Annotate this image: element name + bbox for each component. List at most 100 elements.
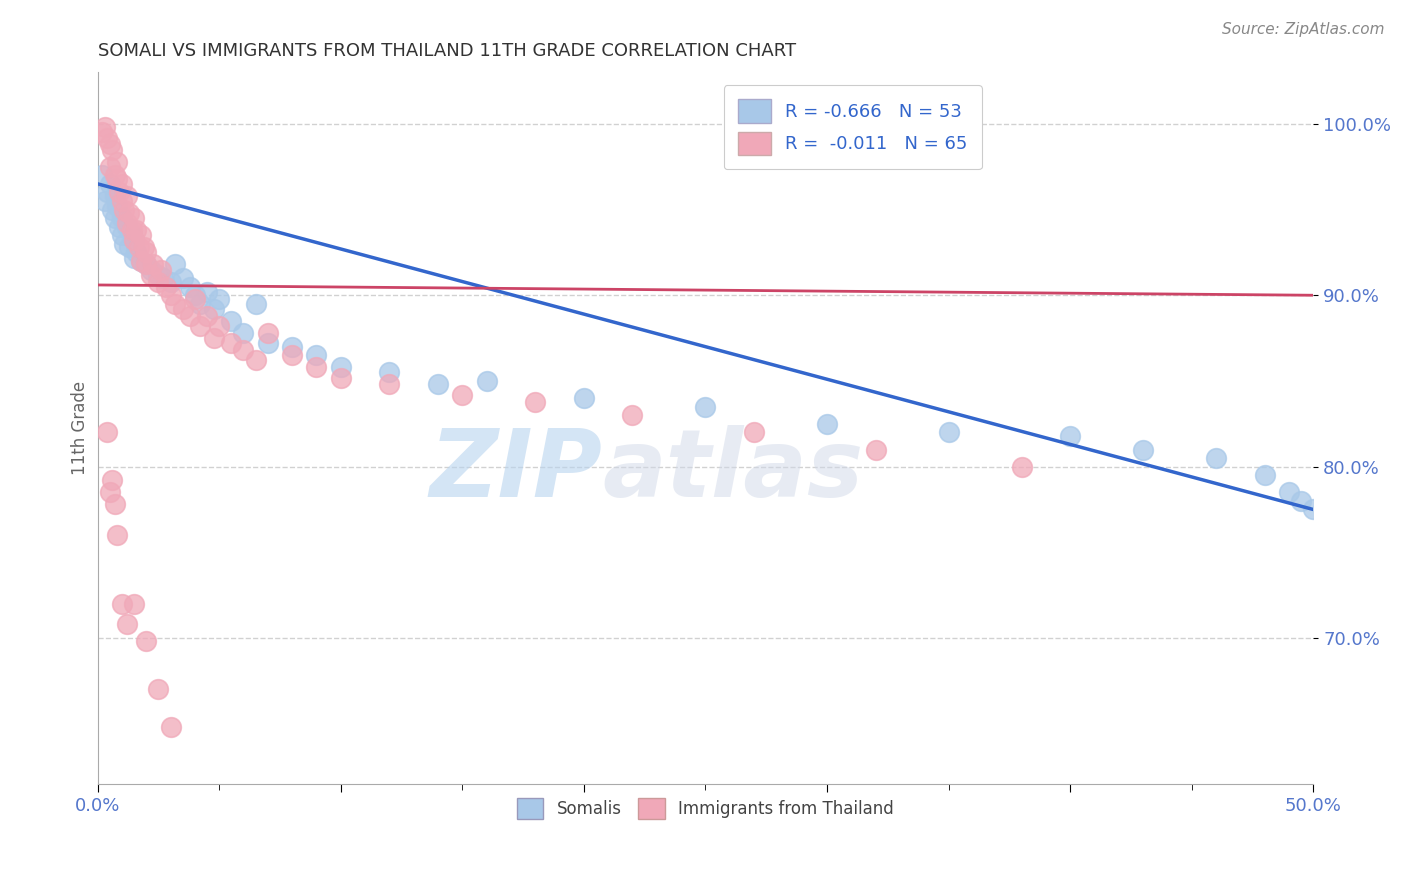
Point (98, 177, 121, 191)
Point (305, 360, 328, 375)
Point (329, 360, 352, 375)
Point (155, 279, 177, 293)
Point (94, 194, 117, 208)
Point (104, 189, 127, 203)
Point (108, 186, 131, 200)
Point (135, 257, 157, 271)
Point (865, 442, 887, 457)
Point (91, 168, 114, 182)
Point (1253, 468, 1275, 483)
Point (111, 177, 134, 191)
Point (179, 309, 201, 323)
Point (695, 400, 717, 414)
Point (125, 245, 148, 260)
Point (159, 720, 181, 734)
Point (96, 130, 118, 145)
Point (139, 268, 162, 282)
Point (742, 425, 765, 440)
Point (122, 234, 145, 248)
Point (115, 219, 138, 234)
Point (101, 143, 124, 157)
Point (208, 292, 231, 306)
Point (1132, 442, 1154, 457)
Point (101, 202, 124, 217)
Point (111, 597, 134, 611)
Point (111, 194, 134, 208)
Point (938, 425, 960, 440)
Point (105, 154, 128, 169)
Point (139, 262, 162, 277)
Point (1289, 494, 1312, 508)
Point (112, 202, 135, 217)
Point (148, 268, 170, 282)
Point (281, 340, 304, 354)
Legend: Somalis, Immigrants from Thailand: Somalis, Immigrants from Thailand (510, 791, 901, 825)
Point (131, 254, 153, 268)
Point (108, 219, 131, 234)
Point (104, 497, 127, 511)
Point (329, 370, 352, 384)
Point (149, 262, 172, 277)
Point (125, 223, 148, 237)
Point (256, 326, 278, 340)
Point (172, 271, 194, 285)
Point (221, 336, 243, 351)
Point (188, 297, 211, 311)
Text: atlas: atlas (602, 425, 863, 516)
Point (96, 425, 118, 440)
Point (128, 240, 150, 254)
Point (131, 254, 153, 268)
Point (131, 228, 153, 243)
Text: ZIP: ZIP (429, 425, 602, 516)
Point (148, 682, 170, 697)
Point (245, 353, 267, 368)
Point (195, 309, 218, 323)
Point (159, 288, 181, 302)
Point (118, 240, 141, 254)
Point (121, 223, 143, 237)
Text: Source: ZipAtlas.com: Source: ZipAtlas.com (1222, 22, 1385, 37)
Point (232, 326, 254, 340)
Point (98, 137, 121, 152)
Point (105, 199, 128, 213)
Point (98, 485, 121, 500)
Point (1059, 429, 1081, 443)
Point (1205, 451, 1227, 466)
Point (165, 297, 187, 311)
Point (105, 528, 128, 542)
Point (122, 211, 145, 226)
Point (135, 257, 157, 271)
Point (232, 343, 254, 357)
Point (815, 417, 838, 431)
Text: SOMALI VS IMMIGRANTS FROM THAILAND 11TH GRADE CORRELATION CHART: SOMALI VS IMMIGRANTS FROM THAILAND 11TH … (97, 42, 796, 60)
Point (115, 216, 138, 230)
Point (179, 279, 201, 293)
Point (111, 228, 134, 243)
Point (122, 234, 145, 248)
Point (135, 245, 157, 260)
Point (378, 365, 401, 379)
Point (1302, 502, 1324, 516)
Point (1278, 485, 1301, 500)
Point (142, 257, 165, 271)
Point (118, 206, 141, 220)
Point (305, 348, 328, 362)
Point (115, 189, 138, 203)
Point (202, 301, 225, 316)
Point (96, 186, 118, 200)
Point (475, 374, 498, 388)
Point (172, 301, 194, 316)
Point (104, 168, 127, 182)
Point (1011, 459, 1033, 474)
Point (135, 634, 157, 648)
Point (148, 275, 170, 289)
Point (281, 348, 304, 362)
Point (427, 377, 450, 392)
Point (115, 617, 138, 632)
Point (621, 408, 644, 422)
Point (159, 275, 181, 289)
Point (98, 160, 121, 174)
Point (91, 125, 114, 139)
Point (101, 474, 124, 488)
Point (121, 228, 143, 243)
